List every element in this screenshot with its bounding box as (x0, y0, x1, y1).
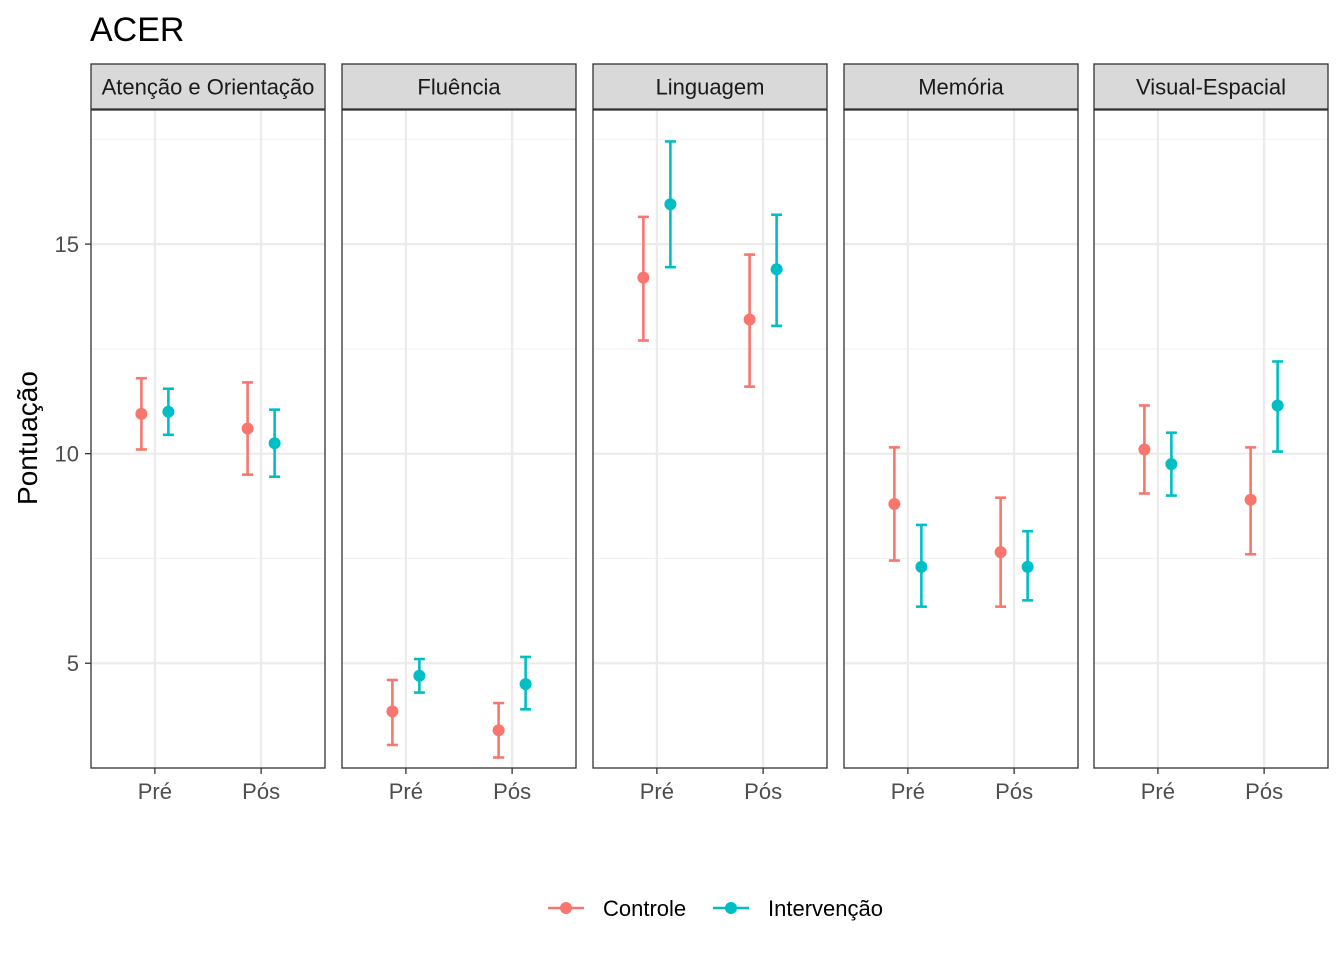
legend-item: Controle (548, 896, 686, 921)
panel-border (341, 109, 577, 769)
facet-strip-label: Atenção e Orientação (102, 75, 315, 100)
facet-strip-label: Fluência (417, 75, 501, 100)
x-tick-label: Pré (1141, 779, 1175, 804)
data-point (1244, 493, 1257, 506)
y-tick-label: 15 (55, 232, 79, 257)
facet-strip-label: Visual-Espacial (1136, 75, 1286, 100)
panel-background (91, 110, 325, 768)
panel-border (843, 109, 1079, 769)
facet-panel: Linguagem Pré Pós (592, 63, 828, 804)
panel-border (90, 109, 326, 769)
x-tick-label: Pré (640, 779, 674, 804)
legend-key-point (725, 902, 737, 914)
legend-item: Intervenção (713, 896, 883, 921)
facet-strip (1093, 63, 1329, 110)
data-point (888, 497, 901, 510)
data-point (1138, 443, 1151, 456)
data-point (1021, 560, 1034, 573)
legend-key-point (560, 902, 572, 914)
panel-border (1093, 109, 1329, 769)
facet-strip (90, 63, 326, 110)
data-point (770, 263, 783, 276)
data-point (743, 313, 756, 326)
legend: Controle Intervenção (548, 896, 883, 921)
data-point (413, 669, 426, 682)
chart-title: ACER (90, 11, 184, 49)
facet-strip (592, 63, 828, 110)
y-axis-title: Pontuação (12, 371, 43, 505)
legend-label: Intervenção (768, 896, 883, 921)
y-tick-label: 5 (67, 651, 79, 676)
y-axis: 5 10 15 (55, 232, 91, 676)
facet-strip (843, 63, 1079, 110)
x-tick-label: Pré (891, 779, 925, 804)
facet-strip (341, 63, 577, 110)
data-point (994, 546, 1007, 559)
x-tick-label: Pós (493, 779, 531, 804)
panel-background (342, 110, 576, 768)
data-point (1271, 399, 1284, 412)
x-tick-label: Pós (242, 779, 280, 804)
x-tick-label: Pós (995, 779, 1033, 804)
data-point (135, 407, 148, 420)
data-point (915, 560, 928, 573)
facet-panel: Atenção e Orientação Pré Pós (90, 63, 326, 804)
facet-strip-label: Memória (918, 75, 1004, 100)
facet-strip-label: Linguagem (656, 75, 765, 100)
facet-panels: Atenção e Orientação Pré Pós Fluência Pré Pós… (90, 63, 1329, 804)
legend-label: Controle (603, 896, 686, 921)
panel-background (1094, 110, 1328, 768)
data-point (1165, 458, 1178, 471)
data-point (241, 422, 254, 435)
facet-panel: Memória Pré Pós (843, 63, 1079, 804)
data-point (268, 437, 281, 450)
facet-panel: Fluência Pré Pós (341, 63, 577, 804)
facet-panel: Visual-Espacial Pré Pós (1093, 63, 1329, 804)
data-point (386, 705, 399, 718)
data-point (162, 405, 175, 418)
data-point (637, 271, 650, 284)
x-tick-label: Pré (389, 779, 423, 804)
panel-border (592, 109, 828, 769)
x-tick-label: Pós (1245, 779, 1283, 804)
data-point (492, 724, 505, 737)
panel-background (593, 110, 827, 768)
data-point (519, 678, 532, 691)
x-tick-label: Pós (744, 779, 782, 804)
y-tick-label: 10 (55, 442, 79, 467)
x-tick-label: Pré (138, 779, 172, 804)
panel-background (844, 110, 1078, 768)
data-point (664, 198, 677, 211)
